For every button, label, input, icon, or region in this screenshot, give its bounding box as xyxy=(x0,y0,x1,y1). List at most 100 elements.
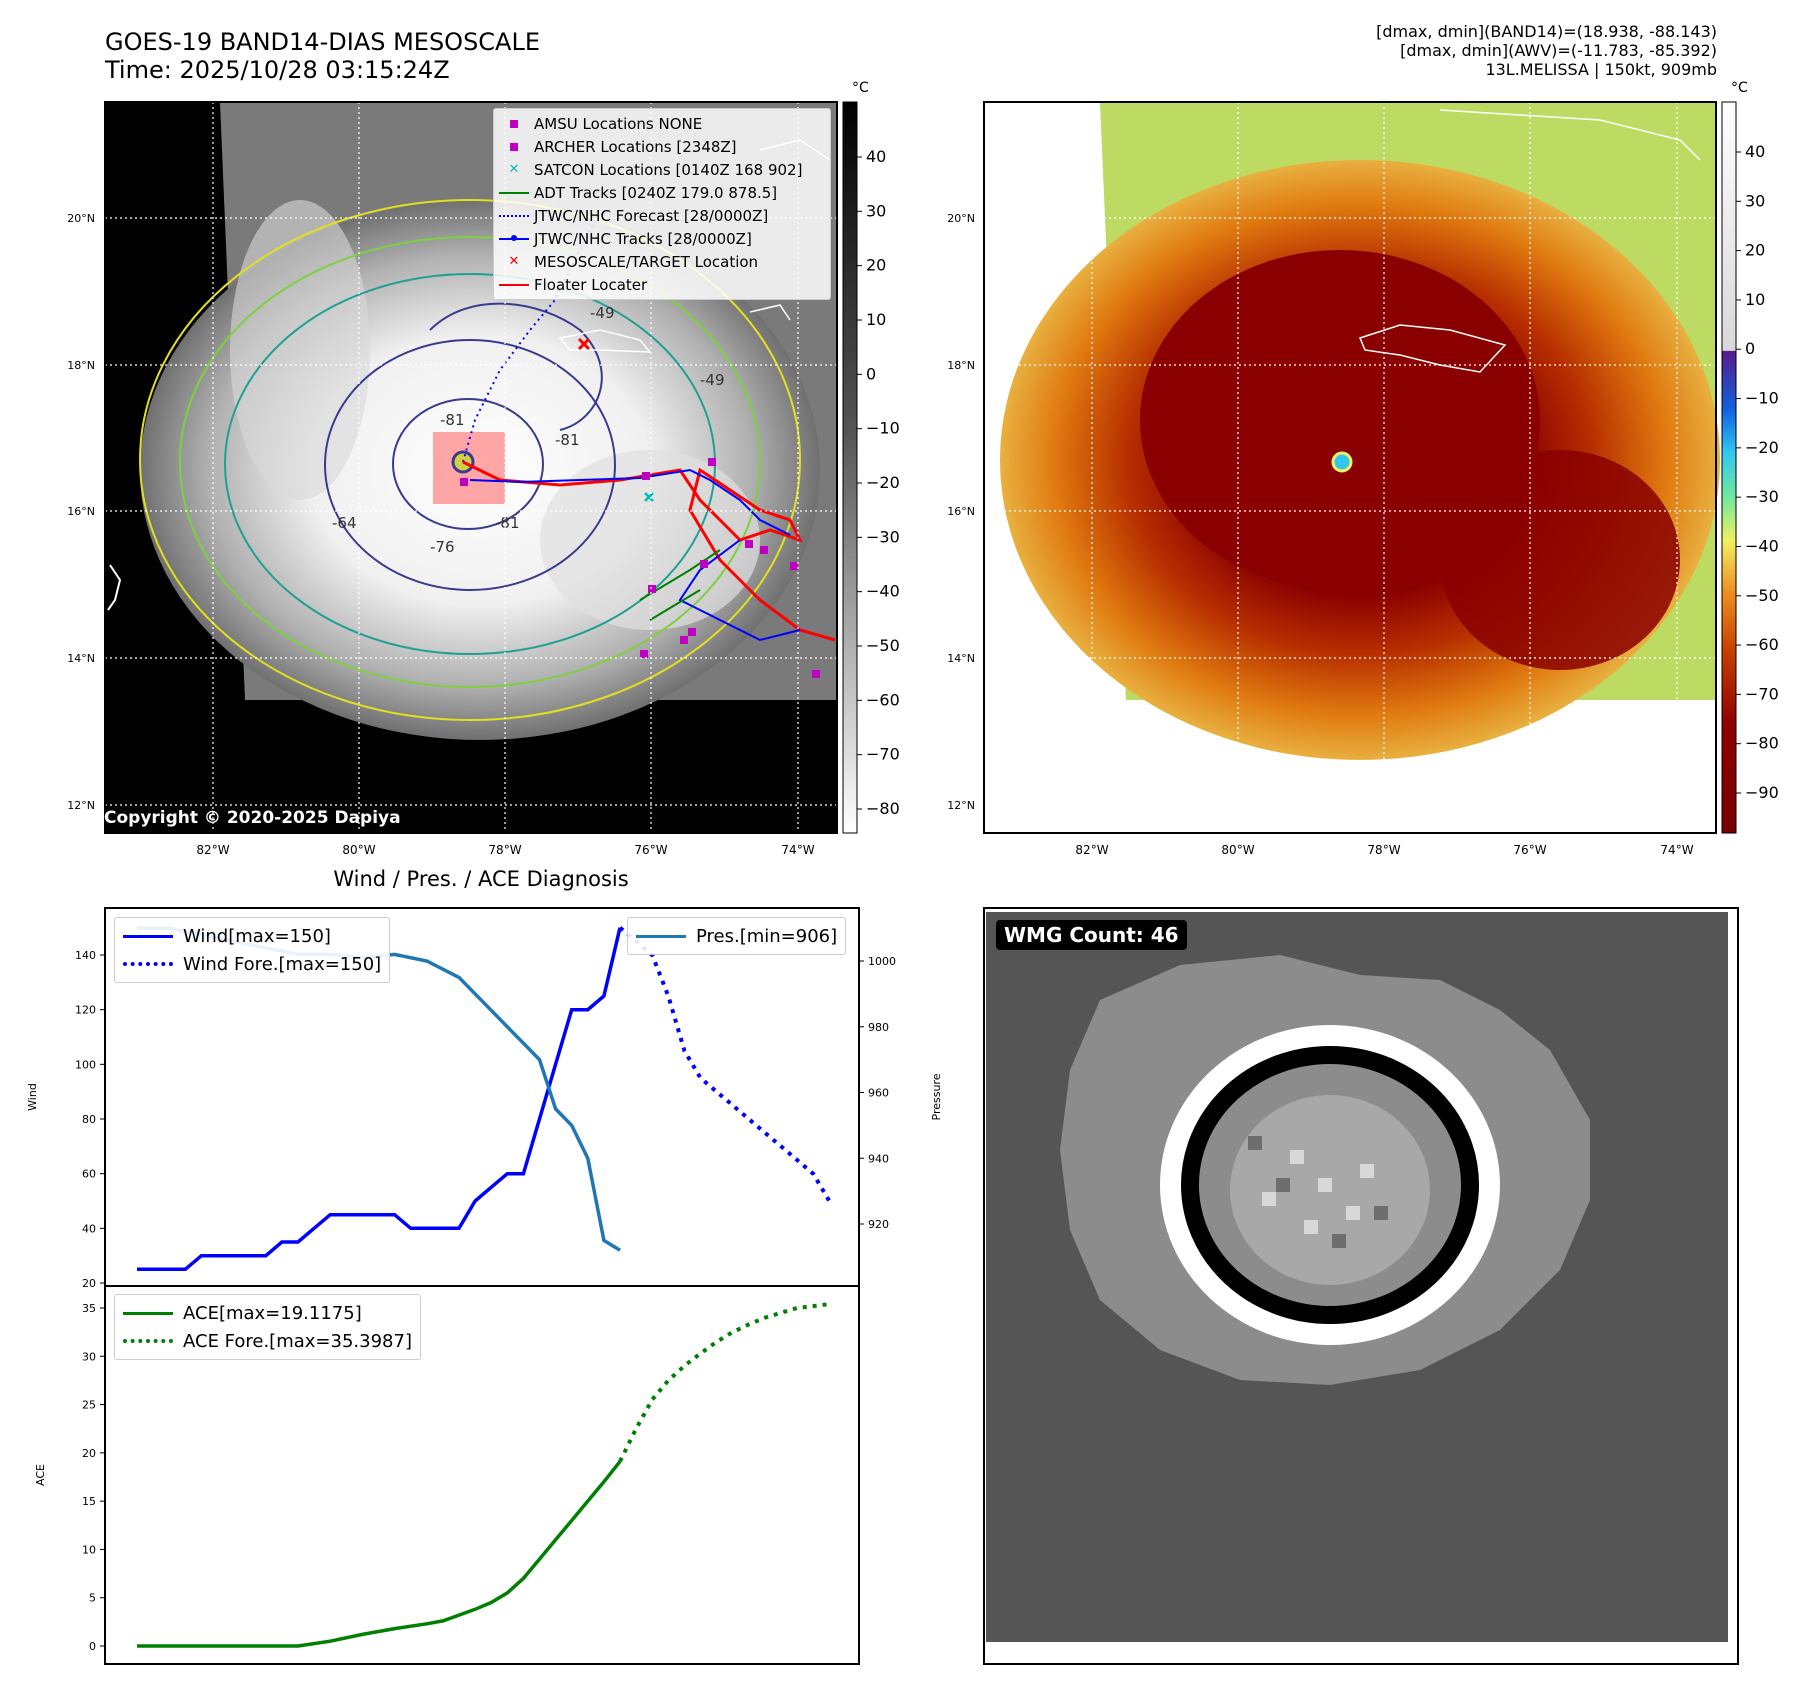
wind-axis-label: Wind xyxy=(26,1083,39,1111)
wind-legend: Wind[max=150] Wind Fore.[max=150] xyxy=(114,917,391,983)
colorbar-tick-label: −40 xyxy=(866,582,900,601)
lon-label: 74°W xyxy=(1660,843,1693,857)
legend-item-jtwc-forecast: JTWC/NHC Forecast [28/0000Z] xyxy=(494,204,830,227)
contour-label: -76 xyxy=(430,538,455,556)
jtwc-forecast-track xyxy=(462,209,601,463)
legend-item-jtwc-tracks: JTWC/NHC Tracks [28/0000Z] xyxy=(494,227,830,250)
lat-label: 18°N xyxy=(947,359,975,372)
solid-line-icon xyxy=(123,1311,173,1315)
ace-y-tick-label: 20 xyxy=(82,1447,96,1460)
pressure-y-tick-label: 940 xyxy=(868,1152,889,1165)
cuba-coast xyxy=(1439,109,1701,161)
legend-item-wind: Wind[max=150] xyxy=(123,922,381,950)
contour-lightgreen xyxy=(179,236,761,688)
legend-item-floater: Floater Locater xyxy=(494,273,830,296)
legend-item-satcon: ✕ SATCON Locations [0140Z 168 902] xyxy=(508,160,803,179)
colorbar-tick-label: −90 xyxy=(1745,783,1779,802)
colorbar-tick-label: −80 xyxy=(866,799,900,818)
colorbar-tick-label: 30 xyxy=(1745,191,1765,210)
ace-y-tick-label: 0 xyxy=(89,1640,96,1653)
ace-y-tick-label: 10 xyxy=(82,1543,96,1556)
red-line-icon xyxy=(499,283,529,286)
title-line-time: Time: 2025/10/28 03:15:24Z xyxy=(105,56,450,84)
wind-y-tick-label: 40 xyxy=(82,1222,96,1235)
dotted-line-icon xyxy=(123,1339,173,1343)
contour-navy-outer xyxy=(324,339,616,591)
colorbar-tick-label: −30 xyxy=(1745,487,1779,506)
colorbar-tick-label: 0 xyxy=(866,364,876,383)
wind-y-tick-label: 140 xyxy=(75,949,96,962)
pressure-y-tick-label: 920 xyxy=(868,1218,889,1231)
lon-label: 76°W xyxy=(1513,843,1546,857)
chart-title: Wind / Pres. / ACE Diagnosis xyxy=(333,867,628,891)
colorbar-tick-label: 40 xyxy=(1745,142,1765,161)
colorbar-tick-label: −50 xyxy=(866,636,900,655)
ace-y-tick-label: 30 xyxy=(82,1350,96,1363)
wind-y-tick-label: 60 xyxy=(82,1168,96,1181)
pressure-y-tick-label: 1000 xyxy=(868,955,896,968)
wmg-eye-pixels xyxy=(1262,1150,1374,1234)
lat-label: 16°N xyxy=(947,505,975,518)
colorbar-tick-label: −70 xyxy=(866,745,900,764)
satcon-location xyxy=(644,492,654,502)
lon-label: 82°W xyxy=(196,843,229,857)
coastline xyxy=(107,564,122,611)
legend-item-mesoscale-target: ✕ MESOSCALE/TARGET Location xyxy=(508,252,759,271)
series-line-wind-fore xyxy=(618,926,832,1203)
colorbar-tick-label: −80 xyxy=(1745,734,1779,753)
colorbar-tick-label: 40 xyxy=(866,147,886,166)
coastline xyxy=(749,304,791,321)
lat-label: 12°N xyxy=(67,799,95,812)
solid-line-icon xyxy=(123,934,173,938)
colorbar-tick-label: 30 xyxy=(866,201,886,220)
info-line-awv: [dmax, dmin](AWV)=(-11.783, -85.392) xyxy=(1400,41,1717,60)
colorbar-tick-label: 20 xyxy=(866,256,886,275)
lon-label: 80°W xyxy=(342,843,375,857)
contour-navy-band xyxy=(429,302,603,431)
magenta-square-icon xyxy=(510,142,518,151)
lat-label: 14°N xyxy=(67,652,95,665)
lat-label: 18°N xyxy=(67,359,95,372)
info-line-band14: [dmax, dmin](BAND14)=(18.938, -88.143) xyxy=(1376,22,1717,41)
colorbar-tick-label: −30 xyxy=(866,527,900,546)
lon-label: 78°W xyxy=(488,843,521,857)
colorbar-left: °C 40 30 20 10 0 −10 −20 −30 −40 −50 −60 −70 −80 xyxy=(842,80,900,834)
contour-label: -81 xyxy=(555,431,580,449)
lon-label: 74°W xyxy=(781,843,814,857)
info-line-storm: 13L.MELISSA | 150kt, 909mb xyxy=(1485,60,1717,79)
pressure-y-tick-label: 960 xyxy=(868,1087,889,1100)
copyright-text: Copyright © 2020-2025 Dapiya xyxy=(104,808,401,828)
contour-label: -81 xyxy=(495,514,520,532)
series-line-ace xyxy=(137,1460,622,1648)
wmg-black-ring xyxy=(1181,1046,1479,1324)
figure-info: [dmax, dmin](BAND14)=(18.938, -88.143) [… xyxy=(1376,22,1717,79)
jamaica-coast xyxy=(1358,324,1507,373)
colorbar-tick-label: −40 xyxy=(1745,536,1779,555)
wind-y-tick-label: 20 xyxy=(82,1277,96,1290)
colorbar-tick-label: 10 xyxy=(866,310,886,329)
series-line-ace-forecast xyxy=(618,1302,830,1463)
mesoscale-target-icon xyxy=(577,337,591,351)
floater-track xyxy=(462,460,836,642)
legend-item-archer: ARCHER Locations [2348Z] xyxy=(494,135,830,158)
color-map-gridlines xyxy=(984,102,1716,833)
lat-label: 20°N xyxy=(947,212,975,225)
legend-item-ace-forecast: ACE Fore.[max=35.3987] xyxy=(123,1327,412,1355)
magenta-square-icon xyxy=(510,119,518,128)
colorbar-tick-label: −20 xyxy=(866,473,900,492)
colorbar-right: °C 40 30 20 10 0 −10 −20 −30 −40 −50 −60 −70 −80 −90 xyxy=(1721,80,1779,834)
pressure-legend: Pres.[min=906] xyxy=(627,917,847,955)
colorbar-tick-label: −60 xyxy=(866,690,900,709)
colorbar-unit: °C xyxy=(1731,80,1748,96)
contour-navy-inner xyxy=(392,398,544,530)
ace-y-tick-label: 15 xyxy=(82,1495,96,1508)
lon-label: 78°W xyxy=(1367,843,1400,857)
blue-line-dot-icon xyxy=(499,234,529,241)
contour-label: -49 xyxy=(700,371,725,389)
lat-label: 14°N xyxy=(947,652,975,665)
jamaica-coast xyxy=(558,329,652,353)
series-line-wind xyxy=(137,927,622,1272)
lon-label: 82°W xyxy=(1075,843,1108,857)
colorbar-tick-label: −10 xyxy=(1745,389,1779,408)
archer-locations xyxy=(460,458,820,678)
